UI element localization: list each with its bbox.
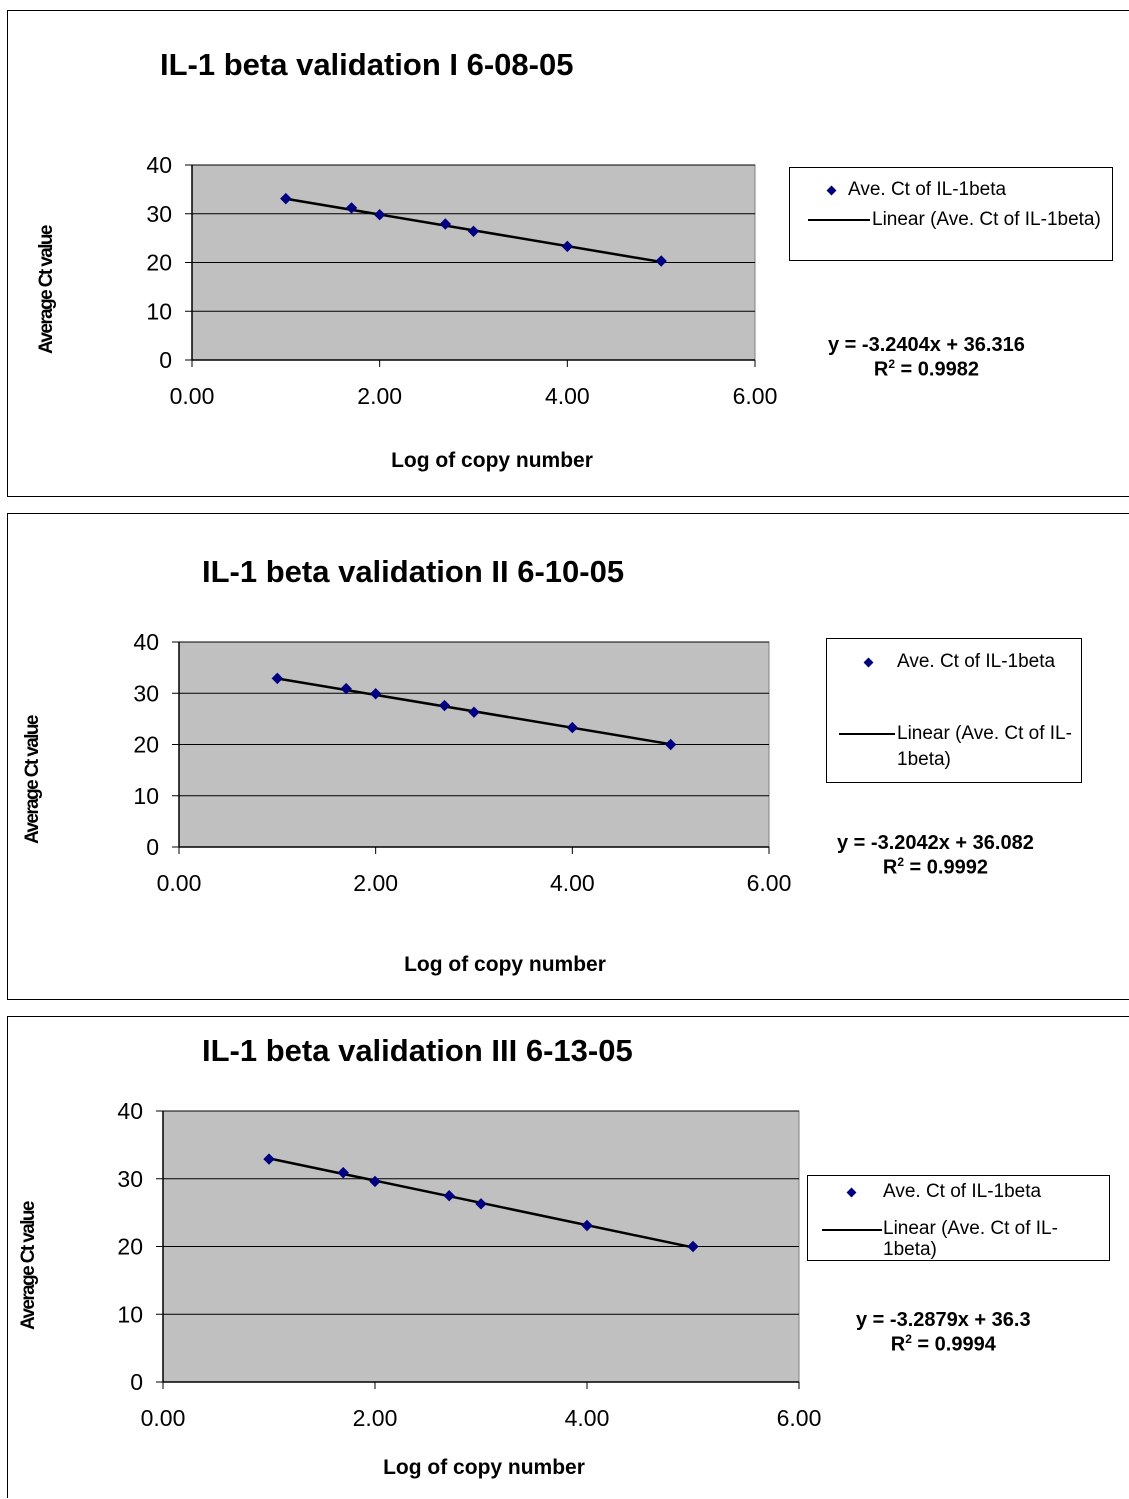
- x-tick-label: 2.00: [353, 1405, 398, 1431]
- data-point: [369, 688, 382, 700]
- chart-svg-1: 0 10 20 30 40 0.00 2.00 4.00 6.00: [146, 152, 778, 409]
- legend-label-trend: Linear (Ave. Ct of IL-1beta): [872, 209, 1101, 230]
- trendline-equation: y = -3.2879x + 36.3 R2 = 0.9994: [856, 1309, 1031, 1357]
- y-tick-label: 10: [117, 1301, 143, 1327]
- data-point: [340, 682, 352, 695]
- equation-text: y = -3.2404x + 36.316: [828, 334, 1025, 356]
- trendline-equation: y = -3.2042x + 36.082 R2 = 0.9992: [837, 832, 1034, 880]
- x-axis-label: Log of copy number: [404, 953, 606, 976]
- data-point: [373, 209, 386, 221]
- y-tick-label: 20: [117, 1234, 143, 1260]
- data-point: [369, 1175, 381, 1188]
- r2-value: = 0.9994: [911, 1333, 996, 1356]
- legend-line-trend: [839, 733, 895, 735]
- y-tick-label: 20: [146, 250, 172, 276]
- chart-panel-2: 0 10 20 30 40 0.00 2.00 4.00 6.00 IL-1 beta vali…: [7, 513, 1129, 1000]
- data-point: [468, 706, 480, 718]
- r-squared: R2 = 0.9982: [828, 357, 1025, 382]
- equation-text: y = -3.2042x + 36.082: [837, 832, 1034, 854]
- data-point: [439, 218, 452, 230]
- data-point: [655, 255, 667, 267]
- y-tick-label: 0: [130, 1369, 143, 1395]
- data-point: [345, 202, 358, 214]
- chart-panel-1: 0 10 20 30 40 0.00 2.00 4.00 6.00 IL-1 beta vali…: [7, 10, 1129, 497]
- legend-label-trend: Linear (Ave. Ct of IL-1beta): [883, 1218, 1058, 1260]
- y-tick-label: 0: [146, 834, 159, 860]
- y-tick-label: 10: [146, 298, 172, 324]
- r2-value: = 0.9982: [895, 358, 979, 381]
- chart-panel-3: 0 10 20 30 40 0.00 2.00 4.00 6.00 IL-1 beta vali…: [7, 1016, 1129, 1498]
- trendline-equation: y = -3.2404x + 36.316 R2 = 0.9982: [828, 334, 1025, 382]
- y-tick-label: 10: [133, 783, 159, 809]
- x-tick-label: 0.00: [141, 1405, 186, 1431]
- data-point: [687, 1240, 699, 1253]
- x-tick-label: 6.00: [747, 870, 792, 896]
- data-point: [566, 721, 579, 734]
- y-tick-label: 0: [159, 347, 172, 373]
- data-point: [443, 1189, 455, 1202]
- legend-label-trend: Linear (Ave. Ct of IL-1beta): [897, 723, 1072, 770]
- x-tick-label: 0.00: [157, 870, 202, 896]
- x-tick-label: 2.00: [357, 383, 402, 409]
- chart-title: IL-1 beta validation II 6-10-05: [202, 554, 625, 589]
- chart-legend: Ave. Ct of IL-1beta Linear (Ave. Ct of I…: [807, 1175, 1110, 1261]
- legend-label-series: Ave. Ct of IL-1beta: [848, 179, 1007, 200]
- y-tick-label: 20: [133, 732, 159, 758]
- r2-exponent: 2: [888, 357, 895, 371]
- data-point: [467, 225, 480, 238]
- x-tick-label: 6.00: [733, 383, 778, 409]
- y-tick-label: 30: [146, 201, 172, 227]
- chart-title: IL-1 beta validation I 6-08-05: [160, 47, 574, 82]
- data-point: [271, 672, 284, 685]
- data-point: [263, 1153, 275, 1165]
- y-tick-label: 40: [133, 629, 159, 655]
- data-point: [475, 1198, 487, 1210]
- y-tick-label: 40: [146, 152, 172, 178]
- r2-value: = 0.9992: [904, 856, 988, 879]
- y-tick-label: 30: [117, 1166, 143, 1192]
- data-point: [561, 240, 574, 253]
- data-point: [337, 1166, 349, 1179]
- x-tick-label: 6.00: [777, 1405, 822, 1431]
- x-axis-label: Log of copy number: [391, 449, 593, 472]
- data-point: [581, 1219, 593, 1232]
- r2-exponent: 2: [897, 855, 904, 869]
- chart-svg-2: 0 10 20 30 40 0.00 2.00 4.00 6.00: [133, 629, 792, 896]
- r2-exponent: 2: [905, 1332, 912, 1346]
- y-axis-label: Average Ct value: [22, 716, 43, 844]
- chart-svg-3: 0 10 20 30 40 0.00 2.00 4.00 6.00: [117, 1098, 822, 1431]
- legend-label-series: Ave. Ct of IL-1beta: [883, 1181, 1042, 1202]
- chart-legend: Ave. Ct of IL-1beta Linear (Ave. Ct of I…: [826, 638, 1082, 783]
- x-tick-label: 4.00: [550, 870, 595, 896]
- chart-legend: Ave. Ct of IL-1beta Linear (Ave. Ct of I…: [789, 167, 1113, 261]
- y-tick-label: 40: [117, 1098, 143, 1124]
- y-tick-label: 30: [133, 680, 159, 706]
- equation-text: y = -3.2879x + 36.3: [856, 1309, 1031, 1331]
- x-tick-label: 4.00: [565, 1405, 610, 1431]
- data-point: [438, 699, 451, 712]
- legend-marker-diamond: [846, 1187, 857, 1198]
- y-axis-label: Average Ct value: [36, 226, 57, 354]
- legend-label-series: Ave. Ct of IL-1beta: [897, 651, 1056, 672]
- legend-line-trend: [808, 219, 870, 221]
- r-squared: R2 = 0.9994: [856, 1332, 1031, 1357]
- x-tick-label: 4.00: [545, 383, 590, 409]
- r2-label: R: [873, 358, 889, 381]
- x-tick-label: 2.00: [353, 870, 398, 896]
- legend-marker-diamond: [863, 657, 874, 668]
- legend-line-trend: [822, 1229, 882, 1231]
- data-point: [280, 192, 292, 205]
- x-tick-label: 0.00: [170, 383, 215, 409]
- r-squared: R2 = 0.9992: [837, 855, 1034, 880]
- data-point: [664, 738, 677, 751]
- y-axis-label: Average Ct value: [18, 1202, 39, 1330]
- chart-title: IL-1 beta validation III 6-13-05: [202, 1033, 633, 1068]
- legend-marker-diamond: [826, 185, 837, 196]
- r2-label: R: [882, 856, 898, 879]
- r2-label: R: [890, 1333, 906, 1356]
- x-axis-label: Log of copy number: [383, 1456, 585, 1479]
